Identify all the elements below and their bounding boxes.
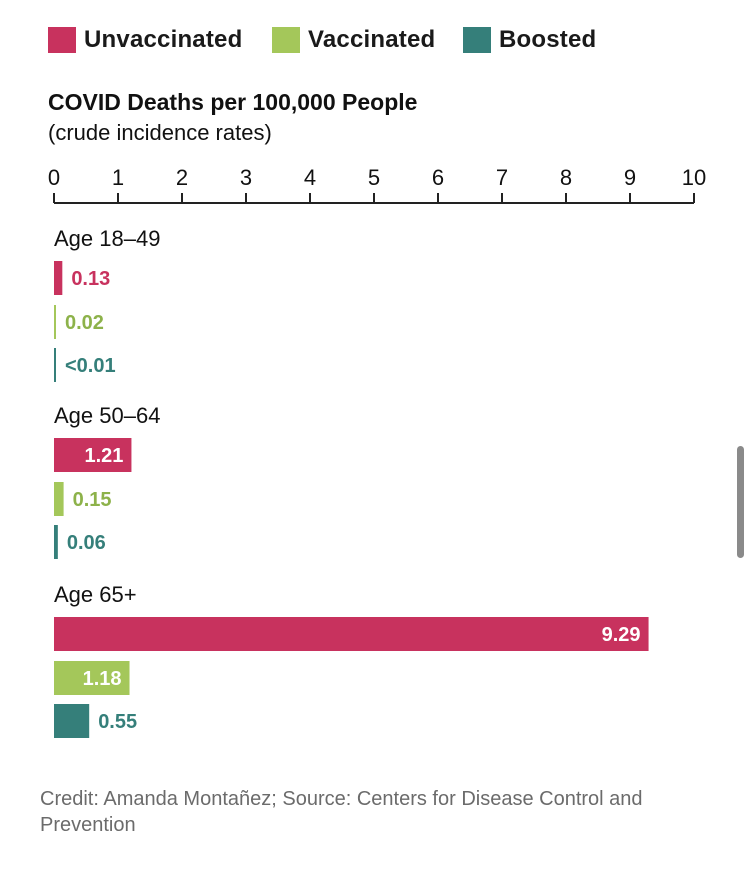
bar-value-label: <0.01 — [65, 355, 116, 377]
group-label: Age 65+ — [54, 582, 137, 607]
bar-value-label: 0.06 — [67, 532, 106, 554]
x-tick-label-9: 9 — [624, 165, 636, 190]
chart-subtitle: (crude incidence rates) — [48, 120, 272, 145]
legend-item-vaccinated: Vaccinated — [272, 26, 435, 54]
bar-chart: 0 1 2 3 4 5 6 7 8 9 10 Age 18–49 0.13 0.02 <0.01 Age 50… — [48, 165, 706, 738]
x-tick-label-5: 5 — [368, 165, 380, 190]
x-tick-label-4: 4 — [304, 165, 316, 190]
legend-swatch-vaccinated — [272, 27, 300, 53]
x-tick-label-8: 8 — [560, 165, 572, 190]
bar-boosted — [54, 348, 56, 382]
legend-swatch-unvaccinated — [48, 27, 76, 53]
legend-label-boosted: Boosted — [499, 26, 597, 53]
bar-value-label: 1.18 — [83, 668, 122, 690]
legend-item-boosted: Boosted — [463, 26, 596, 54]
x-tick-label-6: 6 — [432, 165, 444, 190]
group-label: Age 50–64 — [54, 403, 160, 428]
bar-value-label: 0.13 — [71, 268, 110, 290]
scrollbar-thumb[interactable] — [737, 446, 744, 558]
legend-label-unvaccinated: Unvaccinated — [84, 26, 243, 53]
bar-unvaccinated — [54, 617, 649, 651]
bar-value-label: 9.29 — [602, 624, 641, 646]
chart-title: COVID Deaths per 100,000 People — [48, 89, 418, 115]
bar-vaccinated — [54, 482, 64, 516]
bar-boosted — [54, 525, 58, 559]
x-tick-label-10: 10 — [682, 165, 706, 190]
credit-text: Credit: Amanda Montañez; Source: Centers… — [40, 788, 643, 836]
bar-value-label: 0.15 — [73, 489, 112, 511]
bar-unvaccinated — [54, 438, 132, 472]
bar-boosted — [54, 704, 90, 738]
bar-unvaccinated — [54, 261, 63, 295]
x-tick-label-1: 1 — [112, 165, 124, 190]
bar-value-label: 1.21 — [85, 445, 124, 467]
x-tick-label-2: 2 — [176, 165, 188, 190]
group-label: Age 18–49 — [54, 226, 160, 251]
bar-vaccinated — [54, 661, 130, 695]
legend-swatch-boosted — [463, 27, 491, 53]
x-tick-label-3: 3 — [240, 165, 252, 190]
x-tick-label-7: 7 — [496, 165, 508, 190]
bar-vaccinated — [54, 305, 56, 339]
legend-label-vaccinated: Vaccinated — [308, 26, 436, 53]
legend-item-unvaccinated: Unvaccinated — [48, 26, 242, 54]
bar-value-label: 0.02 — [65, 312, 104, 334]
bar-value-label: 0.55 — [98, 711, 137, 733]
x-tick-label-0: 0 — [48, 165, 60, 190]
